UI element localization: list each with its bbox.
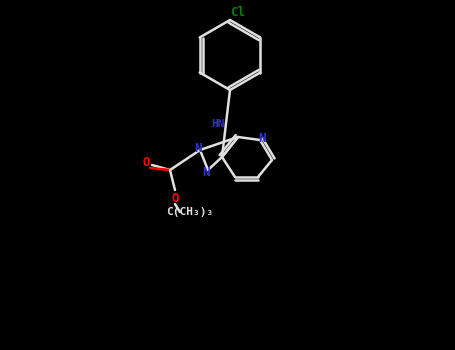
Text: N: N <box>194 141 202 154</box>
Text: O: O <box>171 191 179 204</box>
Text: N: N <box>258 132 266 145</box>
Text: C(CH₃)₃: C(CH₃)₃ <box>167 207 214 217</box>
Text: HN: HN <box>211 119 225 129</box>
Text: N: N <box>202 166 210 178</box>
Text: O: O <box>142 156 150 169</box>
Text: Cl: Cl <box>231 6 246 19</box>
